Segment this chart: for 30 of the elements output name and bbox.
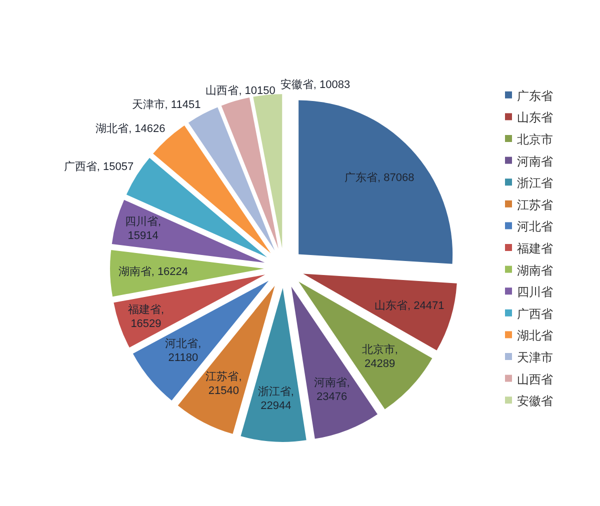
legend-label: 山西省 <box>517 372 553 386</box>
legend-label: 四川省 <box>517 285 553 300</box>
legend-label: 湖北省 <box>517 328 553 343</box>
legend-label: 福建省 <box>517 242 553 256</box>
data-label: 福建省, 16529 <box>126 302 166 330</box>
legend-label: 安徽省 <box>517 394 553 408</box>
data-label: 山东省, 24471 <box>374 298 445 313</box>
legend-label: 广西省 <box>517 306 553 321</box>
legend-label: 北京市 <box>517 132 553 146</box>
data-label: 广东省, 87068 <box>344 171 415 186</box>
data-label: 天津市, 11451 <box>131 98 202 112</box>
data-label: 河北省, 21180 <box>164 337 202 366</box>
legend-label: 河南省 <box>517 154 553 168</box>
data-label: 河南省, 23476 <box>312 376 351 404</box>
data-label: 安徽省, 10083 <box>280 78 351 92</box>
legend-label: 河北省 <box>517 220 553 234</box>
data-label: 浙江省, 22944 <box>256 384 295 413</box>
data-label: 山西省, 10150 <box>205 84 276 98</box>
legend-label: 天津市 <box>517 350 553 364</box>
legend-label: 浙江省 <box>517 176 553 190</box>
data-label: 湖北省, 14626 <box>95 122 166 136</box>
legend-label: 江苏省 <box>517 198 553 212</box>
data-label: 广西省, 15057 <box>63 160 134 174</box>
data-label: 湖南省, 16224 <box>118 265 189 280</box>
legend-label: 广东省 <box>517 88 553 103</box>
data-label: 江苏省, 21540 <box>204 370 243 398</box>
legend-label: 山东省 <box>517 110 553 125</box>
data-label: 四川省, 15914 <box>124 214 162 243</box>
data-label: 北京市, 24289 <box>360 343 399 372</box>
legend-label: 湖南省 <box>517 263 553 278</box>
